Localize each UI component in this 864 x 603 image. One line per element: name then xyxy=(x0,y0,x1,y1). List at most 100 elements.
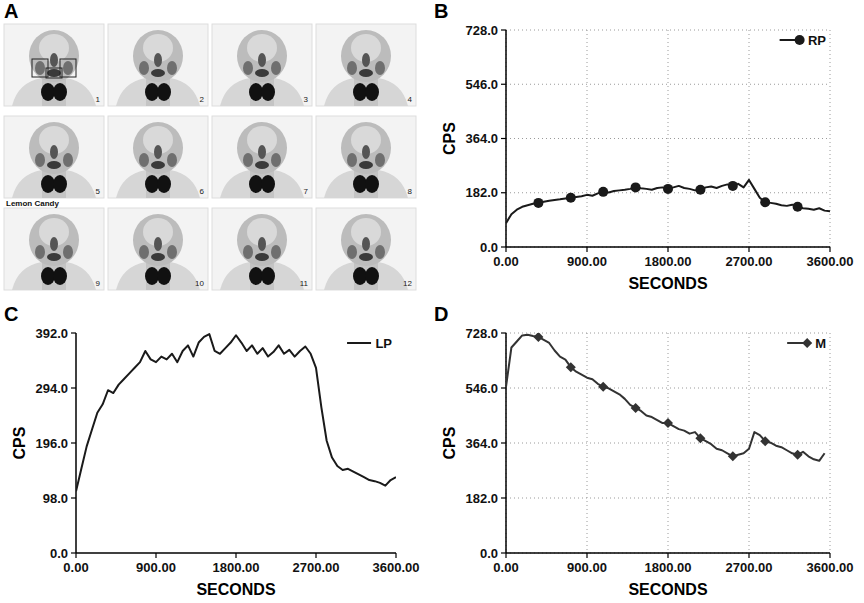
nasal xyxy=(154,145,162,159)
y-tick-label: 546.0 xyxy=(465,77,498,92)
x-tick xyxy=(395,553,396,558)
marker xyxy=(533,333,543,342)
head xyxy=(237,122,287,174)
frame-bg xyxy=(4,24,104,106)
grid-line xyxy=(668,30,669,247)
marker xyxy=(566,362,576,372)
parotid xyxy=(63,153,73,167)
mouth xyxy=(47,253,61,261)
thyroid xyxy=(249,83,263,101)
marker xyxy=(802,338,812,348)
frame-bg xyxy=(212,24,312,106)
thyroid xyxy=(261,175,275,193)
parotid xyxy=(347,245,357,259)
parotid xyxy=(35,245,45,259)
frame-number: 10 xyxy=(195,279,204,288)
chart-panel: B0.0182.0364.0546.0728.00.00900.001800.0… xyxy=(434,0,854,292)
plot-data xyxy=(506,180,830,223)
thyroid xyxy=(249,267,263,285)
frame-number: 12 xyxy=(403,279,412,288)
frame-number: 1 xyxy=(96,95,101,104)
grid-line xyxy=(830,30,831,247)
annotation: Lemon Candy xyxy=(6,199,59,208)
thyroid xyxy=(145,175,159,193)
x-tick-label: 900.00 xyxy=(567,254,607,269)
parotid xyxy=(167,245,177,259)
marker xyxy=(728,181,738,191)
scan-frame: 11 xyxy=(212,208,312,290)
marker xyxy=(598,187,608,197)
nasal xyxy=(154,53,162,67)
frame-bg xyxy=(4,116,104,198)
thyroid xyxy=(145,83,159,101)
frame-bg xyxy=(316,116,416,198)
mouth xyxy=(359,69,373,77)
thyroid xyxy=(261,83,275,101)
frame-number: 2 xyxy=(200,95,205,104)
x-tick xyxy=(586,247,587,252)
thyroid xyxy=(53,175,67,193)
nasal xyxy=(362,237,370,251)
thyroid xyxy=(365,83,379,101)
marker xyxy=(795,35,805,45)
marker xyxy=(793,202,803,212)
panel-letter: D xyxy=(434,303,448,325)
parotid xyxy=(63,61,73,75)
y-tick xyxy=(501,29,506,30)
frame-bg xyxy=(212,208,312,290)
frame-bg xyxy=(108,208,208,290)
x-tick-label: 2700.00 xyxy=(293,560,340,575)
scan-frame: 1 xyxy=(4,24,104,106)
marker xyxy=(566,193,576,203)
x-tick-label: 900.00 xyxy=(136,560,176,575)
plot-data xyxy=(76,334,396,491)
head xyxy=(237,30,287,82)
x-tick-label: 0.00 xyxy=(493,254,518,269)
x-tick-label: 3600.00 xyxy=(807,560,854,575)
panel-a: A123456789Lemon Candy101112 xyxy=(4,0,416,290)
marker xyxy=(598,382,608,392)
neck xyxy=(42,68,66,106)
scan-frame: 6 xyxy=(108,116,208,198)
scan-frame: 2 xyxy=(108,24,208,106)
frame-number: 5 xyxy=(96,187,101,196)
frame-bg xyxy=(108,116,208,198)
x-tick xyxy=(75,553,76,558)
x-tick xyxy=(586,553,587,558)
scan-frame: 4 xyxy=(316,24,416,106)
thyroid xyxy=(41,175,55,193)
figure: A123456789Lemon Candy101112B0.0182.0364.… xyxy=(0,0,864,603)
parotid xyxy=(139,61,149,75)
thyroid xyxy=(353,175,367,193)
series-line xyxy=(76,334,396,491)
grid-line xyxy=(749,30,750,247)
marker xyxy=(793,450,803,460)
y-tick-label: 182.0 xyxy=(465,185,498,200)
mouth xyxy=(255,253,269,261)
x-tick xyxy=(667,247,668,252)
scan-frame: 10 xyxy=(108,208,208,290)
thyroid xyxy=(353,83,367,101)
x-tick xyxy=(748,553,749,558)
y-tick xyxy=(71,332,76,333)
y-tick xyxy=(501,246,506,247)
marker xyxy=(760,197,770,207)
chart-panel: D0.0182.0364.0546.0728.00.00900.001800.0… xyxy=(434,303,854,598)
x-tick xyxy=(505,247,506,252)
nasal xyxy=(50,53,58,67)
legend-label: RP xyxy=(808,33,826,48)
parotid xyxy=(167,153,177,167)
parotid xyxy=(139,153,149,167)
marker xyxy=(695,185,705,195)
nasal xyxy=(258,53,266,67)
parotid xyxy=(243,153,253,167)
nasal xyxy=(258,145,266,159)
mouth xyxy=(151,161,165,169)
scan-frame: 7 xyxy=(212,116,312,198)
grid-line xyxy=(506,443,830,444)
head xyxy=(133,122,183,174)
y-tick xyxy=(501,192,506,193)
marker xyxy=(663,418,673,428)
thyroid xyxy=(249,175,263,193)
frame-bg xyxy=(316,208,416,290)
